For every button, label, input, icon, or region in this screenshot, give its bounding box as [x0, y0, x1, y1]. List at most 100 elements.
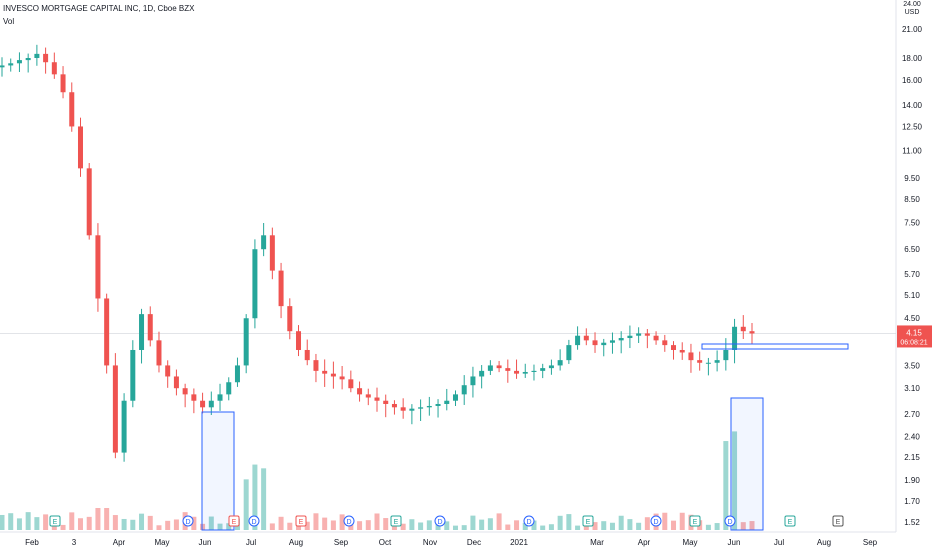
event-marker-label: D	[727, 519, 732, 526]
volume-bar	[496, 513, 502, 530]
event-marker-label: D	[653, 519, 658, 526]
volume-bar	[156, 525, 162, 530]
volume-bar	[95, 508, 101, 530]
time-label: Oct	[379, 538, 392, 547]
countdown-label: 06:08:21	[900, 339, 927, 346]
volume-bar	[322, 517, 328, 530]
candle-body	[391, 403, 397, 408]
volume-bar	[627, 519, 633, 530]
candle-body	[601, 342, 607, 346]
volume-bar	[575, 525, 581, 530]
earnings-marker	[832, 515, 844, 527]
candle-body	[0, 65, 5, 68]
candle-body	[505, 368, 511, 371]
time-label: Jul	[774, 538, 784, 547]
candle-body	[496, 365, 502, 369]
candle-body	[208, 400, 214, 408]
price-axis-currency: USD	[905, 9, 920, 16]
time-label: 3	[72, 538, 77, 547]
candle-body	[252, 249, 258, 319]
candle-body	[671, 345, 677, 350]
price-tick-label: 21.00	[902, 25, 923, 34]
event-marker-label: D	[437, 519, 442, 526]
candle-body	[77, 126, 83, 169]
volume-bar	[261, 468, 267, 530]
candle-body	[383, 400, 389, 404]
candle-body	[296, 331, 302, 350]
volume-bar	[470, 515, 476, 530]
candle-body	[34, 53, 40, 59]
candle-body	[278, 270, 284, 307]
volume-bar	[400, 523, 406, 530]
last-price-tag	[897, 325, 932, 348]
time-label: Aug	[817, 538, 831, 547]
candle-body	[269, 235, 275, 271]
volume-bar	[522, 522, 528, 530]
candle-body	[313, 360, 319, 371]
candle-body	[322, 370, 328, 374]
volume-bar	[444, 521, 450, 530]
volume-bar	[200, 523, 206, 530]
volume-bar	[25, 512, 31, 530]
price-tick-label: 1.52	[904, 518, 920, 527]
price-tick-label: 7.50	[904, 218, 920, 227]
candle-body	[418, 407, 424, 409]
event-marker-label: E	[836, 519, 841, 526]
candle-body	[357, 388, 363, 395]
volume-bar	[671, 520, 677, 530]
candle-body	[261, 235, 267, 250]
volume-bar	[104, 508, 110, 530]
candle-body	[243, 318, 249, 366]
event-marker-label: E	[53, 519, 58, 526]
candle-body	[435, 403, 441, 406]
candle-body	[514, 370, 520, 374]
candle-body	[557, 360, 563, 366]
dividend-marker	[434, 515, 446, 527]
candle-body	[679, 349, 685, 353]
volume-bar	[374, 513, 380, 530]
volume-highlight-box-2021	[730, 397, 764, 531]
volume-bar	[330, 520, 336, 530]
volume-bar	[601, 521, 607, 530]
candle-body	[330, 373, 336, 377]
candle-body	[697, 360, 703, 363]
candle-body	[583, 335, 589, 341]
volume-bar	[487, 518, 493, 530]
candle-body	[479, 370, 485, 377]
candle-body	[365, 394, 371, 398]
earnings-marker	[689, 515, 701, 527]
candle-body	[226, 382, 232, 395]
candle-body	[95, 235, 101, 299]
dividend-marker	[523, 515, 535, 527]
earnings-marker	[49, 515, 61, 527]
candle-body	[147, 314, 153, 341]
volume-highlight-box-2020	[201, 411, 235, 531]
time-label: Jul	[246, 538, 256, 547]
volume-bar	[139, 513, 145, 530]
candle-body	[43, 53, 49, 63]
volume-bar	[16, 518, 22, 530]
event-marker-label: E	[586, 519, 591, 526]
volume-bar	[121, 518, 127, 530]
price-tick-label: 18.00	[902, 54, 923, 63]
candle-body	[409, 408, 415, 411]
volume-bar	[34, 517, 40, 530]
volume-bar	[348, 523, 354, 530]
last-price-label: 4.15	[906, 328, 922, 337]
candle-body	[173, 376, 179, 389]
candle-body	[566, 345, 572, 361]
event-marker-label: E	[299, 519, 304, 526]
volume-bar	[208, 516, 214, 530]
volume-bar	[304, 521, 310, 530]
candle-body	[86, 168, 92, 236]
candle-body	[636, 333, 642, 336]
volume-bar	[662, 512, 668, 530]
event-marker-label: D	[346, 519, 351, 526]
time-label: Jun	[728, 538, 741, 547]
volume-bar	[452, 525, 458, 530]
time-label: Feb	[25, 538, 39, 547]
volume-bar	[609, 522, 615, 530]
volume-bar	[679, 512, 685, 530]
